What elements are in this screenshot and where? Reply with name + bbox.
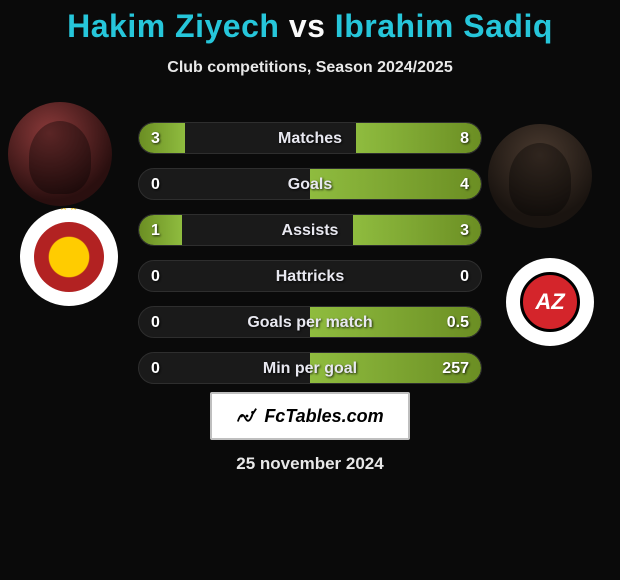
stat-label: Goals xyxy=(139,169,481,200)
title-player1: Hakim Ziyech xyxy=(67,8,279,44)
stats-panel: 38Matches 04Goals 13Assists 00Hattricks 00.5… xyxy=(138,122,482,398)
stat-row: 00.5Goals per match xyxy=(138,306,482,338)
az-logo-icon: AZ xyxy=(520,272,580,332)
stat-label: Assists xyxy=(139,215,481,246)
stat-row: 38Matches xyxy=(138,122,482,154)
date-label: 25 november 2024 xyxy=(0,454,620,474)
stat-label: Matches xyxy=(139,123,481,154)
brand-box: FcTables.com xyxy=(210,392,410,440)
stat-label: Goals per match xyxy=(139,307,481,338)
stat-label: Min per goal xyxy=(139,353,481,384)
title-player2: Ibrahim Sadiq xyxy=(335,8,553,44)
player-silhouette-icon xyxy=(509,143,571,216)
galatasaray-logo-icon xyxy=(34,222,104,292)
infographic-container: Hakim Ziyech vs Ibrahim Sadiq Club compe… xyxy=(0,0,620,580)
title: Hakim Ziyech vs Ibrahim Sadiq xyxy=(0,0,620,45)
stat-label: Hattricks xyxy=(139,261,481,292)
club-logo-right: AZ xyxy=(506,258,594,346)
player-photo-right xyxy=(488,124,592,228)
subtitle: Club competitions, Season 2024/2025 xyxy=(0,59,620,77)
brand-label: FcTables.com xyxy=(264,406,383,427)
stat-row: 13Assists xyxy=(138,214,482,246)
title-vs: vs xyxy=(289,8,326,44)
wave-icon xyxy=(236,405,258,427)
player-silhouette-icon xyxy=(29,121,91,194)
stat-row: 00Hattricks xyxy=(138,260,482,292)
stat-row: 0257Min per goal xyxy=(138,352,482,384)
player-photo-left xyxy=(8,102,112,206)
stat-row: 04Goals xyxy=(138,168,482,200)
club-logo-left xyxy=(20,208,118,306)
